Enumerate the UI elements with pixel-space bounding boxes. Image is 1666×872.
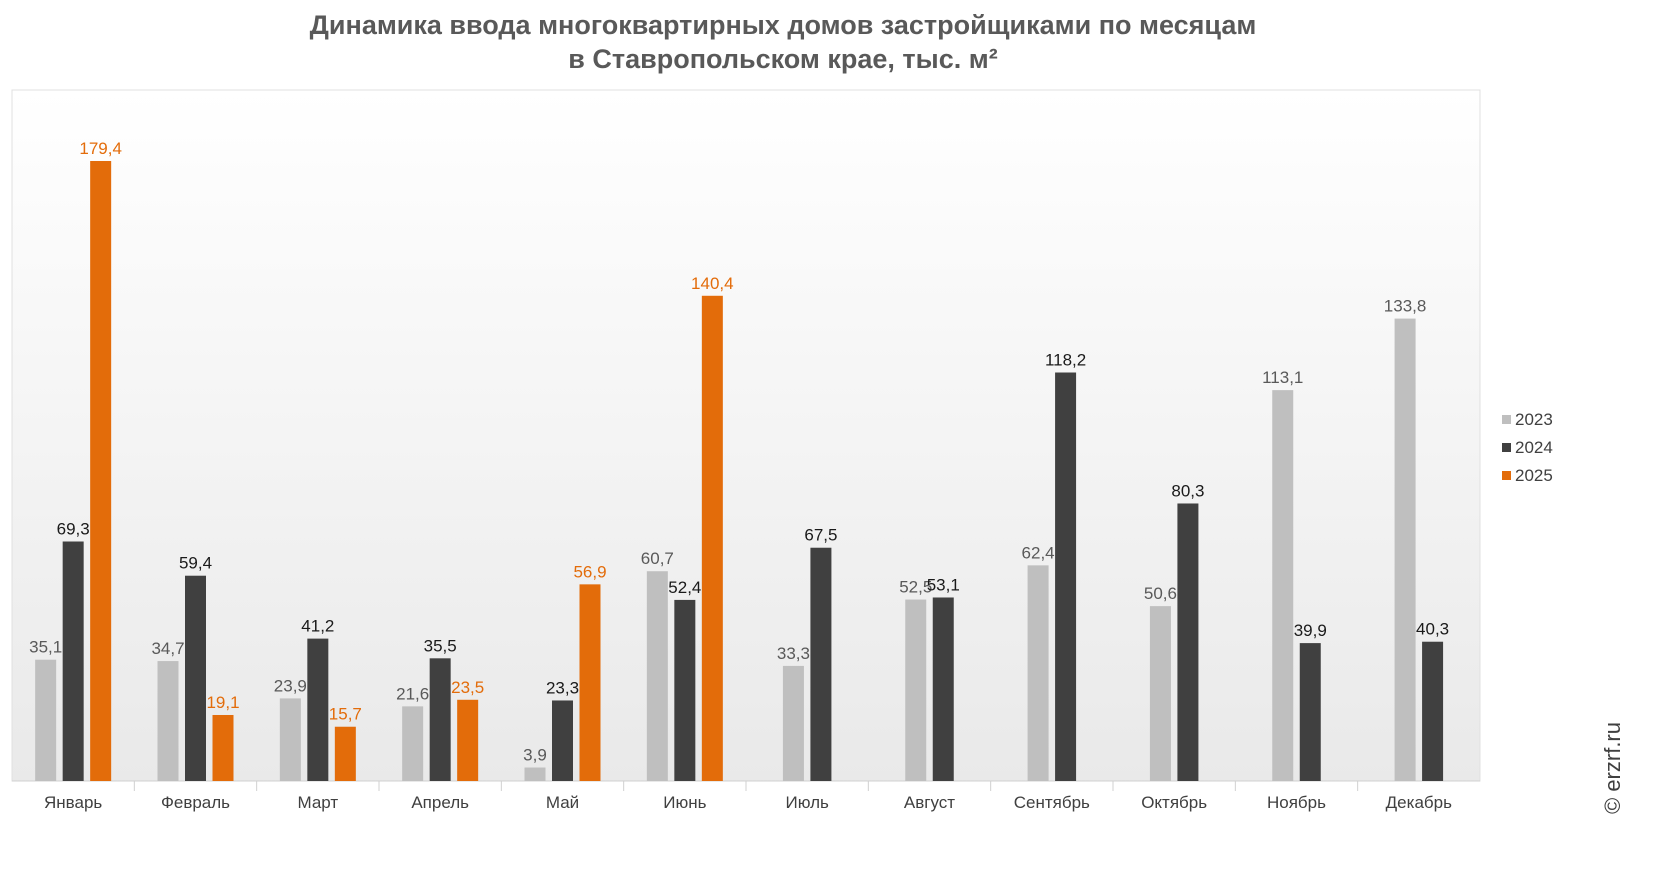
x-tick-label: Июнь <box>663 793 706 812</box>
data-label-2024-9: 118,2 <box>1045 351 1086 370</box>
legend: 2023 2024 2025 <box>1502 410 1553 485</box>
data-label-2023-5: 3,9 <box>523 746 547 765</box>
x-tick-label: Апрель <box>411 793 469 812</box>
legend-swatch-2025 <box>1502 471 1511 480</box>
chart-title-line2: в Ставропольском крае, тыс. м² <box>568 44 998 74</box>
data-label-2023-11: 113,1 <box>1262 368 1303 387</box>
legend-swatch-2024 <box>1502 443 1511 452</box>
bar-2024-6 <box>674 599 696 781</box>
data-label-2023-7: 33,3 <box>777 644 810 663</box>
bar-2024-10 <box>1177 503 1199 781</box>
x-tick-label: Март <box>297 793 338 812</box>
data-label-2023-10: 50,6 <box>1144 584 1177 603</box>
data-label-2023-1: 35,1 <box>29 638 62 657</box>
plot-area <box>11 89 1481 782</box>
chart-title: Динамика ввода многоквартирных домов зас… <box>0 8 1566 76</box>
data-label-2025-1: 179,4 <box>79 139 122 158</box>
bar-2023-5 <box>524 767 546 781</box>
bar-2023-6 <box>646 571 668 781</box>
data-label-2024-4: 35,5 <box>424 636 457 655</box>
bar-2023-11 <box>1272 390 1294 781</box>
data-label-2024-6: 52,4 <box>668 578 701 597</box>
bar-2024-8 <box>932 597 954 781</box>
data-label-2024-8: 53,1 <box>927 575 960 594</box>
bar-2025-4 <box>457 699 479 781</box>
x-tick-label: Август <box>904 793 955 812</box>
bar-2024-12 <box>1422 641 1444 781</box>
watermark: © erzrf.ru <box>1600 722 1625 814</box>
data-label-2024-3: 41,2 <box>301 617 334 636</box>
bar-2024-4 <box>429 658 451 781</box>
bar-2025-5 <box>579 584 601 781</box>
data-label-2023-4: 21,6 <box>396 684 429 703</box>
x-tick-label: Февраль <box>161 793 230 812</box>
legend-label-2023: 2023 <box>1515 410 1553 429</box>
data-label-2025-5: 56,9 <box>573 562 606 581</box>
x-tick-label: Октябрь <box>1141 793 1207 812</box>
data-label-2024-2: 59,4 <box>179 554 212 573</box>
x-tick-label: Январь <box>44 793 102 812</box>
bar-2023-12 <box>1394 318 1416 781</box>
bar-2023-4 <box>402 706 424 781</box>
data-label-2023-3: 23,9 <box>274 676 307 695</box>
x-tick-label: Сентябрь <box>1014 793 1090 812</box>
legend-label-2025: 2025 <box>1515 466 1553 485</box>
bar-2023-8 <box>905 599 927 781</box>
x-tick-label: Ноябрь <box>1267 793 1326 812</box>
data-label-2023-8: 52,5 <box>899 578 932 597</box>
bar-2024-11 <box>1299 643 1321 781</box>
bar-2024-9 <box>1055 372 1077 781</box>
bar-2024-5 <box>552 700 573 781</box>
data-label-2024-5: 23,3 <box>546 678 579 697</box>
bar-2024-7 <box>810 547 832 781</box>
data-label-2023-2: 34,7 <box>151 639 184 658</box>
chart-title-line1: Динамика ввода многоквартирных домов зас… <box>309 10 1257 40</box>
bar-2025-3 <box>334 726 356 781</box>
data-label-2024-7: 67,5 <box>804 526 837 545</box>
bar-2023-1 <box>35 659 57 781</box>
data-label-2025-3: 15,7 <box>329 705 362 724</box>
data-label-2023-12: 133,8 <box>1384 297 1427 316</box>
bar-2023-9 <box>1027 565 1049 781</box>
x-tick-label: Июль <box>785 793 829 812</box>
bar-2025-1 <box>90 160 112 782</box>
bar-2024-3 <box>307 638 329 781</box>
bar-2023-7 <box>782 665 804 781</box>
data-label-2024-12: 40,3 <box>1416 620 1449 639</box>
data-label-2024-11: 39,9 <box>1294 621 1327 640</box>
bar-2024-1 <box>62 541 84 781</box>
data-label-2025-4: 23,5 <box>451 678 484 697</box>
bar-2023-2 <box>157 661 179 781</box>
x-tick-label: Май <box>546 793 579 812</box>
data-label-2025-6: 140,4 <box>691 274 734 293</box>
data-label-2023-9: 62,4 <box>1022 543 1055 562</box>
data-label-2024-10: 80,3 <box>1171 481 1204 500</box>
data-label-2023-6: 60,7 <box>641 549 674 568</box>
bar-2025-2 <box>212 714 234 781</box>
bar-2025-6 <box>701 295 723 781</box>
legend-label-2024: 2024 <box>1515 438 1553 457</box>
data-label-2025-2: 19,1 <box>206 693 239 712</box>
bar-2023-10 <box>1149 606 1171 781</box>
x-tick-label: Декабрь <box>1386 793 1452 812</box>
bar-2023-3 <box>279 698 301 781</box>
data-label-2024-1: 69,3 <box>57 519 90 538</box>
bar-2024-2 <box>185 575 206 781</box>
legend-swatch-2023 <box>1502 415 1511 424</box>
